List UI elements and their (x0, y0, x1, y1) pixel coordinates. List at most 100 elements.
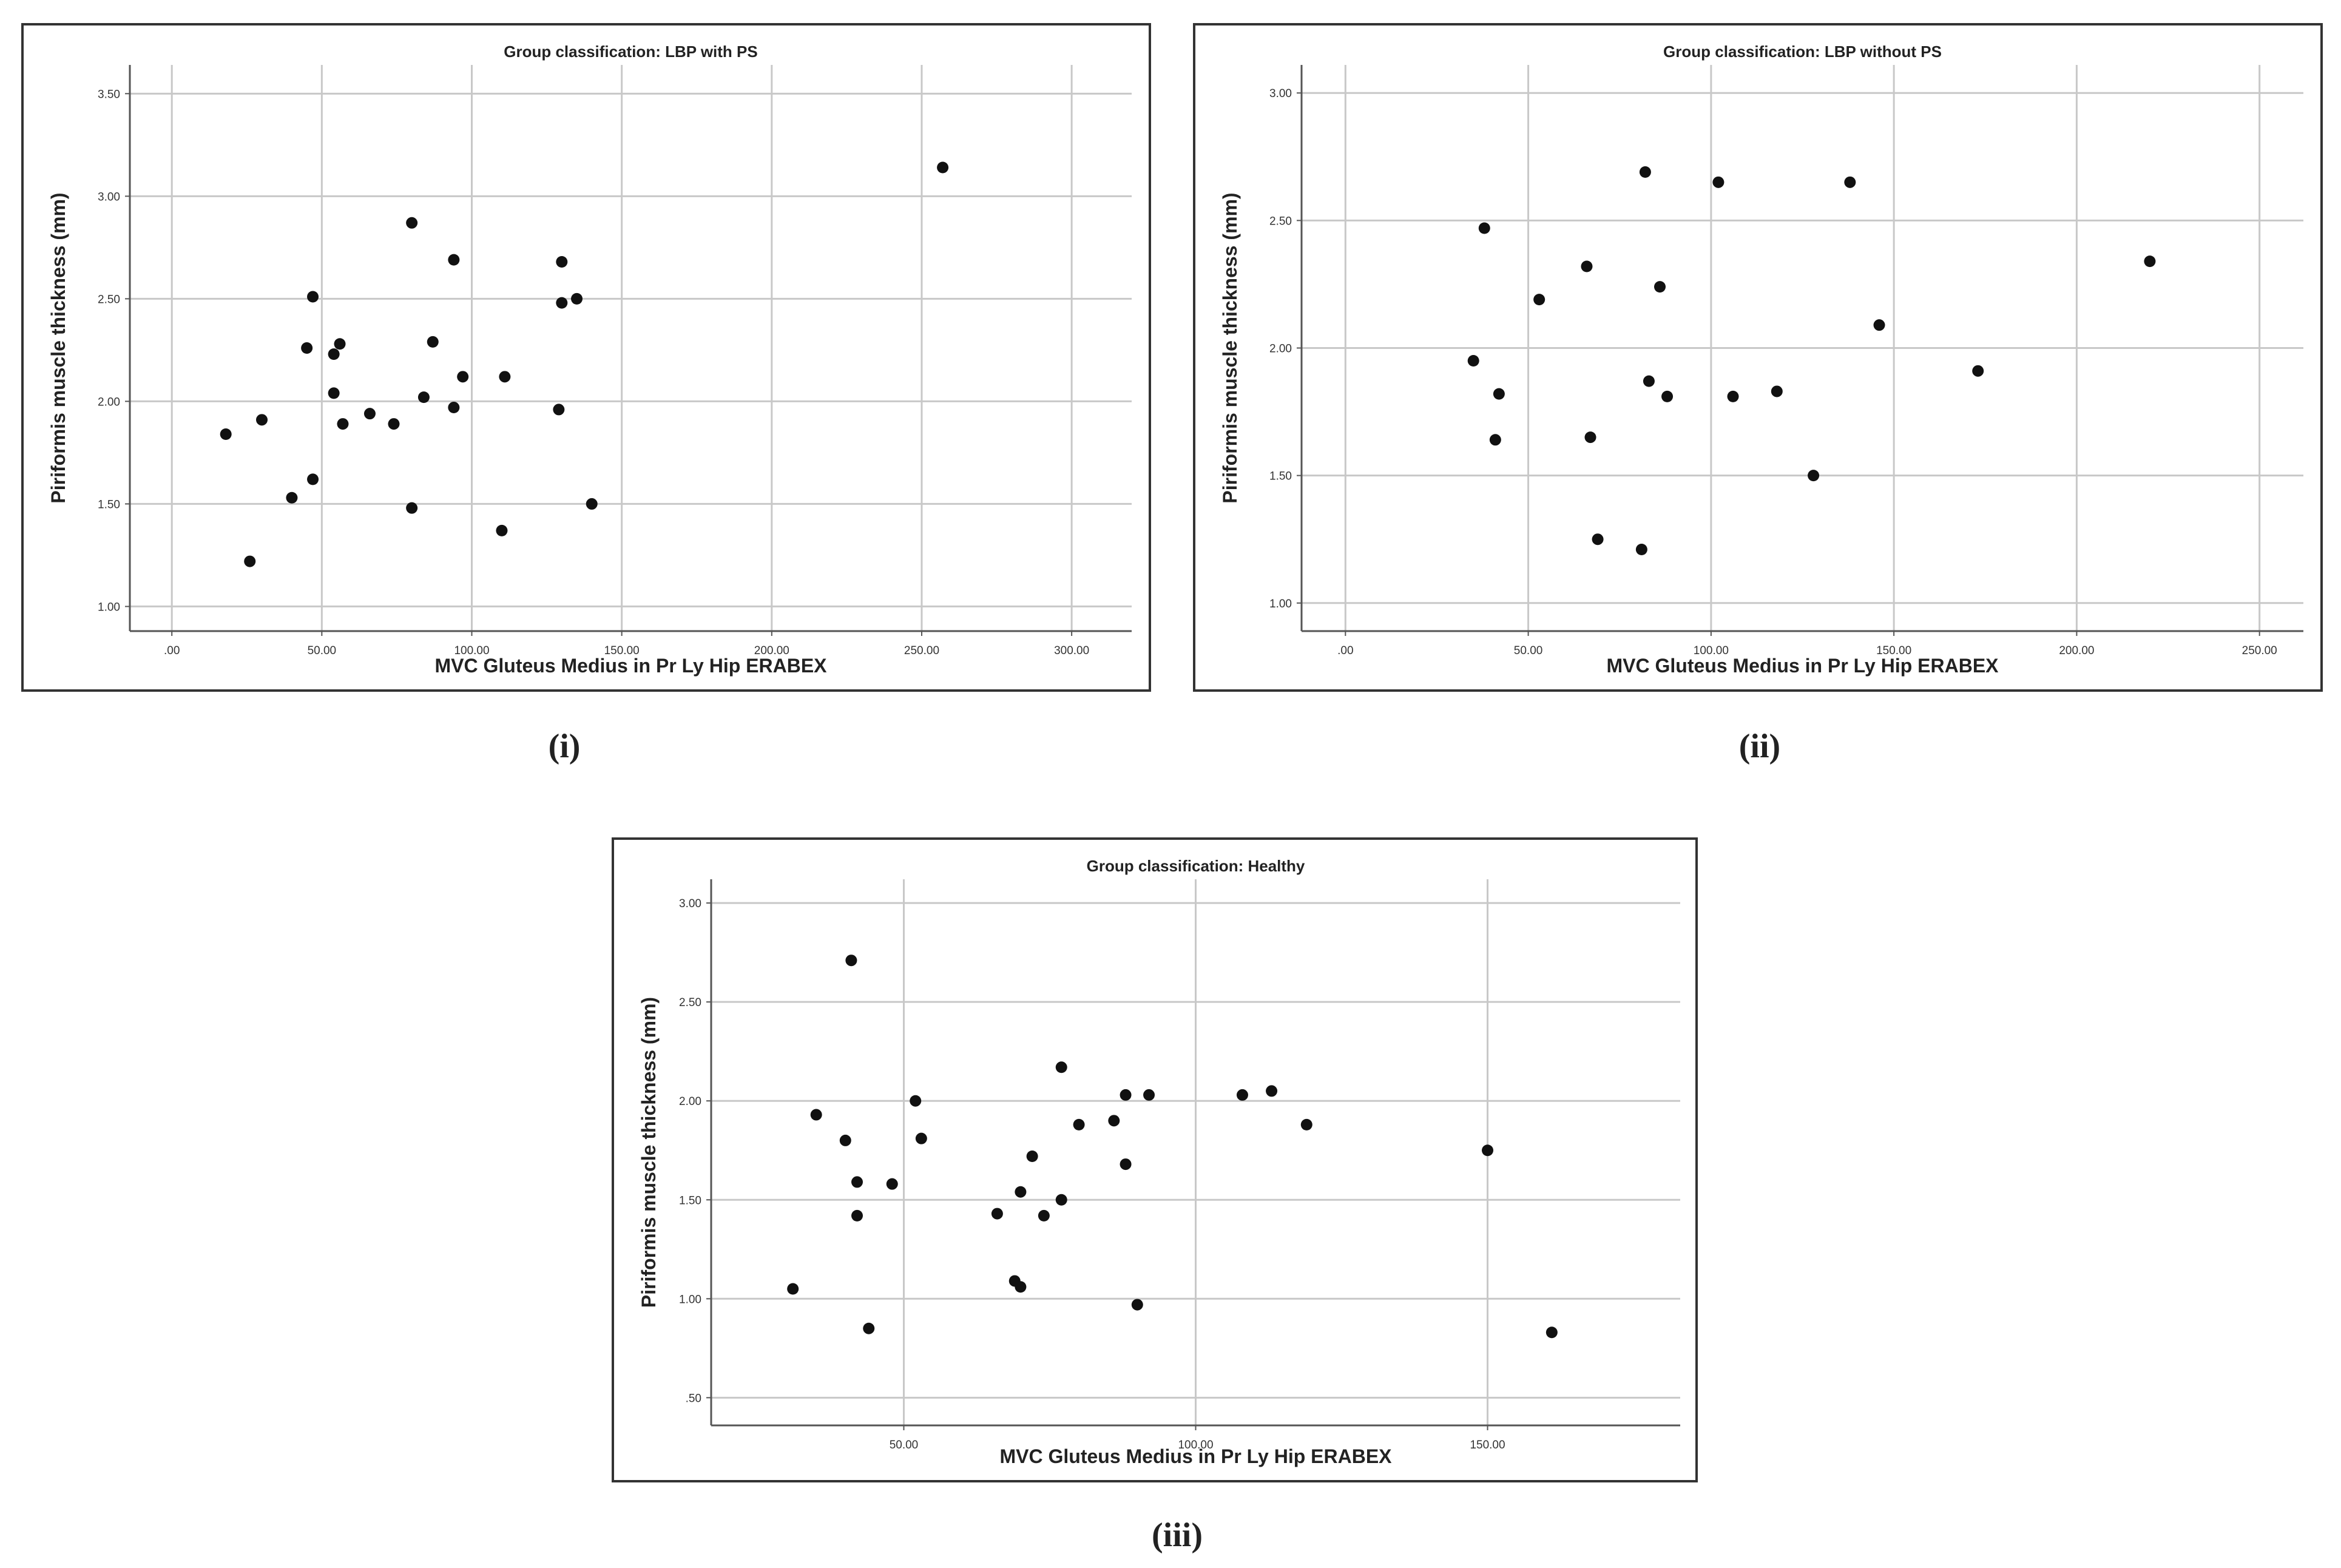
data-point (307, 473, 319, 485)
data-point (886, 1178, 898, 1190)
data-point (1055, 1194, 1067, 1206)
data-point (1873, 319, 1885, 331)
y-tick-label: 1.50 (679, 1194, 701, 1207)
chart-panel-lbp-without-ps: Group classification: LBP without PS .00 5… (1193, 23, 2323, 692)
y-tick-label: 1.00 (98, 601, 120, 613)
x-tick-label: 50.00 (308, 644, 337, 657)
data-point (388, 418, 400, 430)
data-point (1026, 1151, 1038, 1163)
data-point (1478, 222, 1490, 234)
data-point (1120, 1158, 1132, 1171)
y-axis-label: Piriformis muscle thickness (mm) (638, 997, 660, 1308)
data-point (937, 161, 949, 174)
y-axis-label: Piriformis muscle thickness (mm) (1219, 192, 1241, 503)
data-point (1844, 176, 1856, 188)
x-tick-label: 50.00 (1514, 644, 1543, 657)
y-tick-label: 1.00 (679, 1293, 701, 1306)
data-point (1493, 388, 1505, 400)
data-point (1972, 365, 1984, 377)
chart-title: Group classification: LBP without PS (1663, 42, 1942, 61)
scatter-plot-lbp-without-ps: Group classification: LBP without PS .00 5… (1219, 42, 2303, 677)
x-tick-label: 100.00 (1694, 644, 1729, 657)
data-point (845, 955, 857, 967)
x-axis-label: MVC Gluteus Medius in Pr Ly Hip ERABEX (1000, 1445, 1393, 1467)
data-point (553, 404, 565, 416)
data-point (571, 292, 583, 305)
data-point (406, 502, 418, 514)
data-point (286, 492, 298, 504)
data-point (496, 524, 508, 536)
data-point (1545, 1326, 1558, 1339)
chart-title: Group classification: LBP with PS (504, 42, 757, 61)
data-point (2144, 255, 2156, 268)
x-tick-label: 250.00 (904, 644, 939, 657)
data-point (1300, 1118, 1312, 1130)
x-tick-label: .00 (1337, 644, 1353, 657)
data-point (1236, 1089, 1248, 1101)
data-point (851, 1209, 863, 1222)
data-point (851, 1176, 863, 1188)
data-point (448, 402, 460, 414)
data-point (1073, 1118, 1085, 1130)
data-point (1055, 1061, 1067, 1073)
chart-panel-healthy: Group classification: Healthy 50.00 100.00… (612, 837, 1698, 1482)
caption-i: (i) (548, 728, 581, 765)
data-point (910, 1095, 922, 1107)
scatter-plot-healthy: Group classification: Healthy 50.00 100.00… (638, 857, 1680, 1467)
x-tick-label: 150.00 (604, 644, 640, 657)
data-point (337, 418, 349, 430)
y-tick-label: 3.00 (98, 191, 120, 203)
data-point (1015, 1281, 1027, 1293)
data-point (1808, 470, 1820, 482)
data-point (1654, 281, 1666, 293)
x-tick-label: 300.00 (1054, 644, 1089, 657)
data-point (991, 1208, 1003, 1220)
data-point (1482, 1144, 1494, 1157)
data-point (1489, 434, 1501, 446)
data-point (915, 1132, 927, 1144)
x-tick-label: 100.00 (454, 644, 489, 657)
data-point (1639, 166, 1651, 178)
data-point (1727, 390, 1739, 402)
data-point (1467, 355, 1479, 367)
data-point (1266, 1085, 1278, 1097)
y-tick-label: 1.50 (1269, 470, 1292, 483)
data-point (586, 498, 598, 510)
x-axis-label: MVC Gluteus Medius in Pr Ly Hip ERABEX (435, 655, 828, 677)
caption-iii: (iii) (1152, 1516, 1203, 1554)
caption-ii: (ii) (1738, 728, 1781, 765)
data-point (301, 342, 313, 354)
y-tick-label: 3.00 (1269, 87, 1292, 100)
y-tick-label: 2.50 (679, 996, 701, 1009)
data-point (417, 391, 430, 404)
data-point (787, 1283, 799, 1295)
y-tick-label: 2.00 (1269, 343, 1292, 356)
data-point (328, 348, 340, 360)
data-point (1143, 1089, 1155, 1101)
y-tick-label: 2.00 (679, 1095, 701, 1108)
data-point (1015, 1186, 1027, 1198)
data-point (1120, 1089, 1132, 1101)
y-tick-label: 1.50 (98, 498, 120, 511)
x-tick-label: .00 (164, 644, 180, 657)
data-point (810, 1109, 822, 1121)
chart-title: Group classification: Healthy (1087, 857, 1305, 875)
x-tick-label: 200.00 (754, 644, 789, 657)
data-point (457, 371, 469, 383)
data-point (334, 338, 346, 350)
data-point (839, 1134, 851, 1146)
data-point (863, 1322, 875, 1334)
x-tick-label: 250.00 (2242, 644, 2277, 657)
data-point (1038, 1209, 1050, 1222)
data-point (1643, 375, 1655, 387)
data-point (255, 414, 268, 426)
y-tick-label: 3.00 (679, 897, 701, 910)
x-tick-label: 100.00 (1178, 1439, 1213, 1451)
scatter-plot-lbp-with-ps: Group classification: LBP with PS .00 50.0… (47, 42, 1132, 677)
x-tick-label: 200.00 (2059, 644, 2094, 657)
data-point (1533, 294, 1545, 306)
data-point (1108, 1115, 1120, 1127)
data-point (1712, 176, 1725, 188)
x-tick-label: 150.00 (1470, 1439, 1505, 1451)
y-tick-label: 2.50 (98, 293, 120, 306)
